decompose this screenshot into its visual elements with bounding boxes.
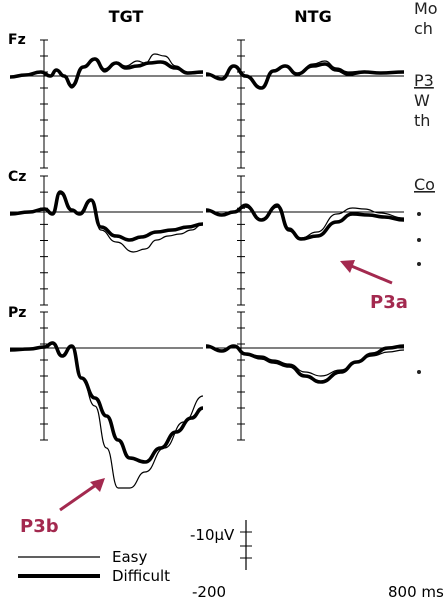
p3b-arrow-line [59, 483, 97, 512]
panel-fz-ntg [205, 39, 405, 169]
trace-easy-cz-ntg [205, 203, 405, 239]
side-text-3: P3 [414, 71, 434, 90]
bullet-dot-3 [417, 262, 421, 266]
p3b-label: P3b [20, 516, 59, 537]
trace-easy-pz-ntg [205, 345, 405, 377]
side-text-4: W [414, 91, 430, 110]
trace-difficult-fz-ntg [205, 62, 405, 90]
panel-pz-ntg [205, 311, 405, 441]
side-text-2: ch [414, 19, 433, 38]
trace-difficult-pz-ntg [205, 344, 405, 384]
scale-bar: -10µV -200 800 ms [190, 520, 444, 601]
panel-cz-ntg [205, 175, 405, 306]
p3b-annotation: P3b [20, 478, 105, 537]
panel-fz-tgt [9, 39, 204, 169]
row-label-fz: Fz [8, 32, 26, 48]
trace-easy-cz-tgt [9, 193, 204, 253]
trace-difficult-fz-tgt [9, 57, 204, 88]
panels-group [9, 39, 405, 489]
trace-difficult-cz-tgt [9, 190, 204, 242]
trace-difficult-pz-tgt [9, 341, 204, 464]
scale-amplitude-label: -10µV [190, 526, 235, 544]
trace-difficult-cz-ntg [205, 204, 405, 241]
p3a-arrow-line [348, 263, 393, 285]
bullet-dot-1 [417, 212, 421, 216]
column-title-ntg: NTG [294, 7, 331, 26]
scale-x-end-label: 800 ms [388, 583, 444, 601]
legend: Easy Difficult [18, 548, 170, 585]
bullet-dot-2 [417, 238, 421, 242]
legend-difficult-label: Difficult [112, 567, 170, 585]
side-text-6: Co [414, 175, 435, 194]
row-label-pz: Pz [8, 305, 26, 321]
side-text-5: th [414, 111, 430, 130]
column-title-tgt: TGT [109, 7, 144, 26]
p3a-arrow-head [340, 260, 355, 273]
row-label-cz: Cz [8, 169, 26, 185]
p3a-annotation: P3a [340, 260, 408, 313]
p3b-arrow-head [90, 478, 105, 492]
legend-easy-label: Easy [112, 548, 147, 566]
side-text: Mo ch P3 W th Co [414, 0, 438, 374]
p3a-label: P3a [370, 292, 408, 313]
bullet-dot-4 [417, 370, 421, 374]
side-text-1: Mo [414, 0, 438, 18]
panel-cz-tgt [9, 175, 204, 306]
scale-x-start-label: -200 [192, 583, 226, 601]
panel-pz-tgt [9, 311, 204, 489]
